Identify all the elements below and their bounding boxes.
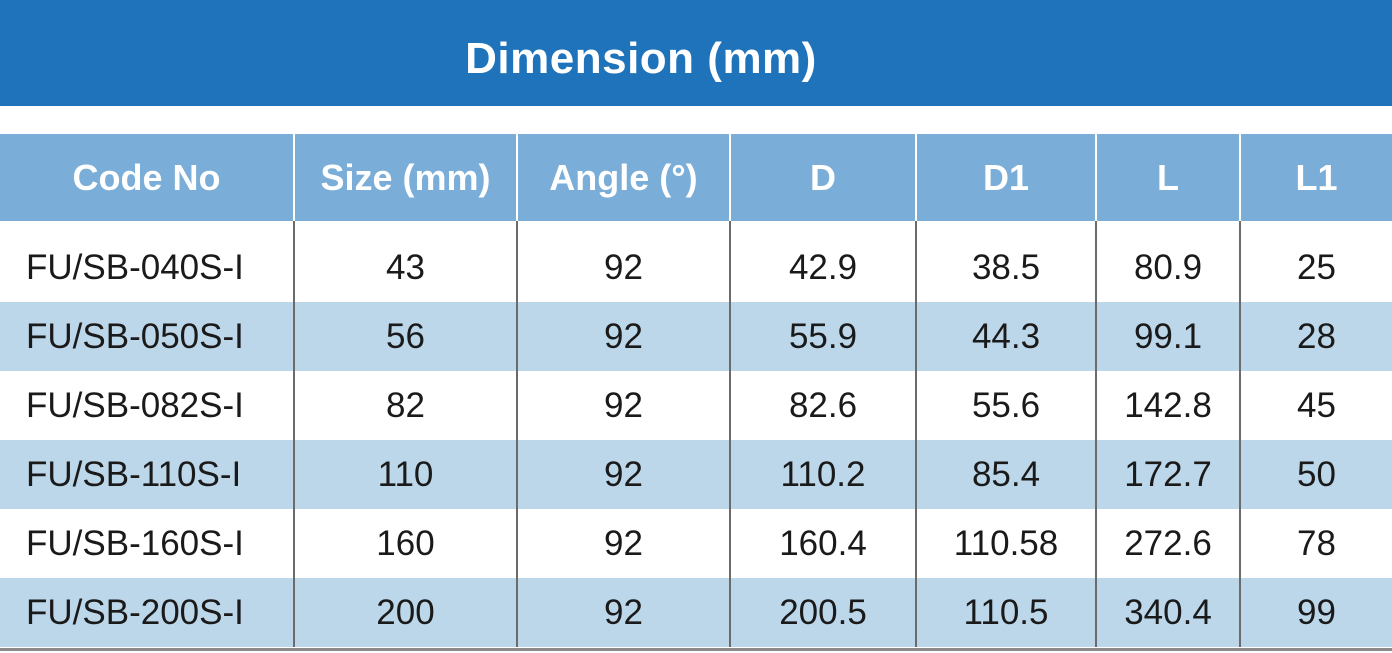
column-header-angle: Angle (°) — [516, 134, 730, 221]
cell-l: 80.9 — [1095, 221, 1240, 302]
page-title: Dimension (mm) — [465, 34, 817, 83]
cell-code-no: FU/SB-110S-I — [26, 454, 242, 494]
cell-l: 99.1 — [1095, 302, 1240, 371]
title-banner: Dimension (mm) — [0, 0, 1392, 106]
cell-l: 142.8 — [1095, 371, 1240, 440]
cell-d: 160.4 — [729, 509, 916, 578]
cell-d1: 110.5 — [915, 578, 1096, 647]
cell-size: 110 — [293, 440, 517, 509]
cell-size: 160 — [293, 509, 517, 578]
table-header-row: Code No Size (mm) Angle (°) D D1 L L1 — [0, 134, 1392, 221]
cell-l1: 50 — [1239, 440, 1392, 509]
cell-l1: 78 — [1239, 509, 1392, 578]
cell-code-no: FU/SB-082S-I — [26, 385, 244, 425]
column-header-code-no: Code No — [0, 134, 294, 221]
cell-l1: 28 — [1239, 302, 1392, 371]
cell-d: 110.2 — [729, 440, 916, 509]
cell-angle: 92 — [516, 509, 730, 578]
cell-code-no: FU/SB-050S-I — [26, 316, 244, 356]
cell-size: 200 — [293, 578, 517, 647]
cell-d1: 110.58 — [915, 509, 1096, 578]
cell-d1: 44.3 — [915, 302, 1096, 371]
table-row: FU/SB-082S-I 82 92 82.6 55.6 142.8 45 — [0, 371, 1392, 440]
cell-angle: 92 — [516, 371, 730, 440]
cell-l1: 25 — [1239, 221, 1392, 302]
cell-code-no: FU/SB-200S-I — [26, 592, 244, 632]
cell-d: 200.5 — [729, 578, 916, 647]
cell-code-no: FU/SB-160S-I — [26, 523, 244, 563]
column-header-d: D — [729, 134, 916, 221]
cell-angle: 92 — [516, 221, 730, 302]
cell-l: 272.6 — [1095, 509, 1240, 578]
cell-size: 56 — [293, 302, 517, 371]
cell-l: 340.4 — [1095, 578, 1240, 647]
cell-d1: 38.5 — [915, 221, 1096, 302]
table-row: FU/SB-200S-I 200 92 200.5 110.5 340.4 99 — [0, 578, 1392, 647]
table-row: FU/SB-040S-I 43 92 42.9 38.5 80.9 25 — [0, 221, 1392, 302]
table-row: FU/SB-110S-I 110 92 110.2 85.4 172.7 50 — [0, 440, 1392, 509]
table-bottom-rule — [0, 648, 1392, 651]
table-row: FU/SB-160S-I 160 92 160.4 110.58 272.6 7… — [0, 509, 1392, 578]
cell-size: 82 — [293, 371, 517, 440]
cell-code-no: FU/SB-040S-I — [26, 247, 244, 287]
cell-angle: 92 — [516, 440, 730, 509]
cell-l1: 45 — [1239, 371, 1392, 440]
cell-d: 82.6 — [729, 371, 916, 440]
column-header-l1: L1 — [1239, 134, 1392, 221]
cell-d1: 55.6 — [915, 371, 1096, 440]
cell-d: 42.9 — [729, 221, 916, 302]
cell-size: 43 — [293, 221, 517, 302]
cell-angle: 92 — [516, 302, 730, 371]
cell-l: 172.7 — [1095, 440, 1240, 509]
cell-angle: 92 — [516, 578, 730, 647]
cell-d1: 85.4 — [915, 440, 1096, 509]
table-row: FU/SB-050S-I 56 92 55.9 44.3 99.1 28 — [0, 302, 1392, 371]
cell-l1: 99 — [1239, 578, 1392, 647]
column-header-d1: D1 — [915, 134, 1096, 221]
dimension-table: Code No Size (mm) Angle (°) D D1 L L1 FU… — [0, 134, 1392, 647]
column-header-l: L — [1095, 134, 1240, 221]
column-header-size: Size (mm) — [293, 134, 517, 221]
cell-d: 55.9 — [729, 302, 916, 371]
